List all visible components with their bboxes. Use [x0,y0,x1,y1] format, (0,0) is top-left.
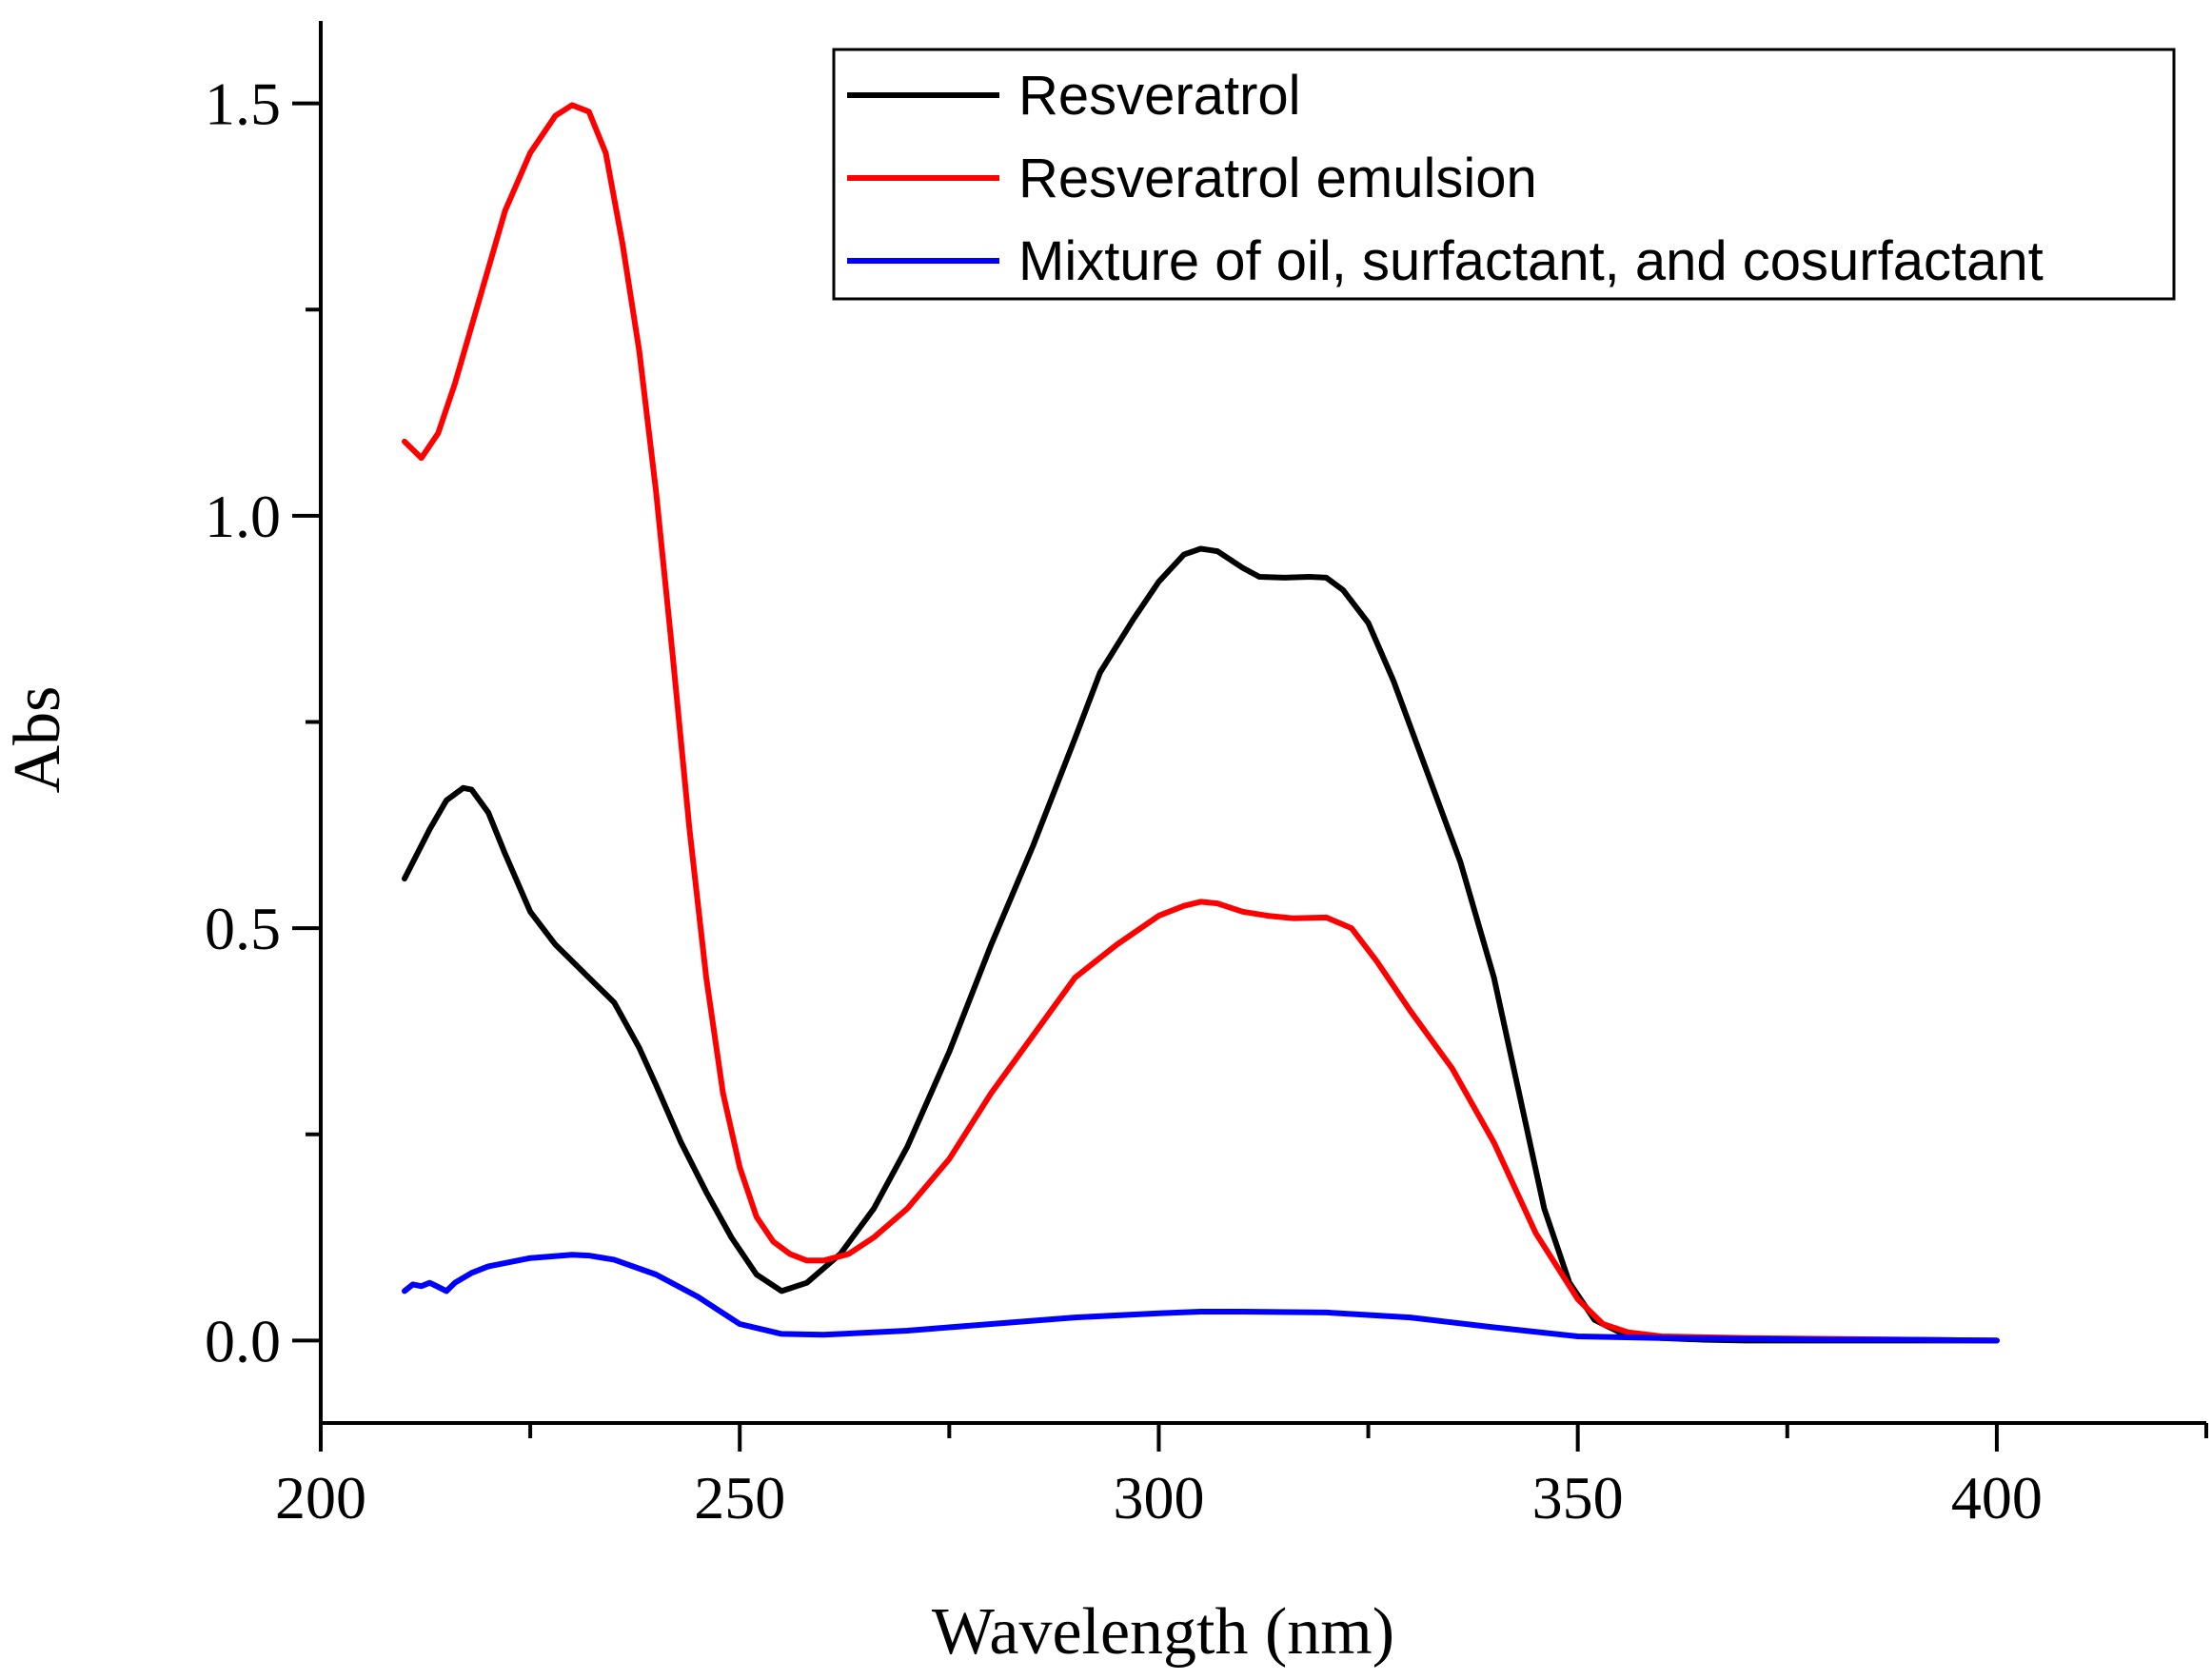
series-lines [402,102,2000,1344]
x-tick-label: 200 [275,1464,366,1532]
legend-box [832,48,2176,301]
x-tick-label: 400 [1951,1464,2043,1532]
legend: Resveratrol Resveratrol emulsion Mixture… [832,48,2176,301]
tick-labels: 200 250 300 350 400 0.0 0.5 1.0 1.5 [205,70,2043,1532]
series-line-resveratrol-emulsion [402,102,2000,1344]
y-tick-label: 1.0 [205,483,281,550]
y-tick-label: 0.0 [205,1307,281,1374]
y-axis-title: Abs [1,686,74,794]
x-axis-title: Wavelength (nm) [932,1595,1394,1669]
legend-label-resveratrol: Resveratrol [1018,65,1301,127]
legend-label-emulsion: Resveratrol emulsion [1018,148,1537,209]
x-tick-label: 300 [1113,1464,1204,1532]
y-tick-label: 0.5 [205,895,281,962]
series-line-mixture [402,1252,2000,1344]
x-tick-label: 350 [1532,1464,1624,1532]
series-line-resveratrol [402,545,2000,1344]
x-tick-label: 250 [694,1464,785,1532]
axes [292,21,2208,1452]
y-tick-label: 1.5 [205,70,281,138]
legend-label-mixture: Mixture of oil, surfactant, and cosurfac… [1018,230,2044,292]
